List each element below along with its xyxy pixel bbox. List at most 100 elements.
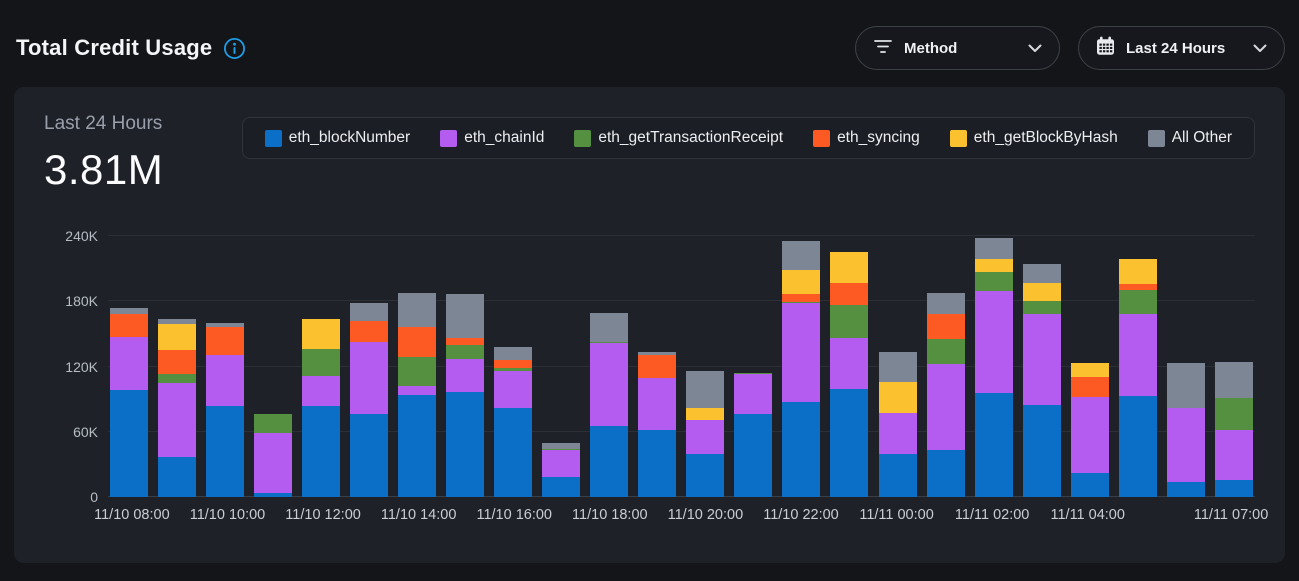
bar-segment [830,282,869,305]
bar-segment [1118,314,1157,396]
legend-label: eth_blockNumber [288,129,411,146]
bar-segment [686,370,725,408]
bar-segment [254,414,293,433]
bar-segment [398,356,437,387]
bar-segment [110,314,148,338]
bar-segment [110,390,148,497]
bar-segment [974,271,1013,292]
legend-swatch [813,129,831,147]
title-wrap: Total Credit Usage [16,35,246,61]
stacked-bar[interactable] [254,236,293,497]
stacked-bar[interactable] [686,236,725,497]
stacked-bar[interactable] [494,236,533,497]
bar-segment [1022,264,1061,283]
bar-segment [1214,429,1253,480]
stacked-bar[interactable] [206,236,245,497]
stacked-bar[interactable] [1070,236,1109,497]
bar-segment [302,318,341,350]
stacked-bar[interactable] [398,236,437,497]
header-controls: Method [855,26,1285,70]
credit-usage-card: Last 24 Hours 3.81M eth_blockNumber eth_c… [14,87,1285,563]
bar-segment [1022,282,1061,302]
bar-segment [446,391,485,497]
bar-segment [1214,398,1253,430]
legend-label: eth_getBlockByHash [973,129,1118,146]
bar-segment [1166,481,1205,497]
stacked-bar[interactable] [974,236,1013,497]
stat-total-value: 3.81M [44,146,164,193]
stacked-bar[interactable] [878,236,917,497]
bar-segment [734,414,773,497]
bar-segment [878,381,917,414]
bar-segment [158,382,197,457]
time-range-dropdown[interactable]: Last 24 Hours [1078,26,1285,70]
bar-segment [542,442,581,450]
bar-segment [206,354,245,406]
stacked-bar[interactable] [782,236,821,497]
method-filter-dropdown[interactable]: Method [855,26,1060,70]
legend-swatch [949,129,967,147]
legend-label: All Other [1171,129,1232,146]
bar-segment [1118,283,1157,291]
y-axis-label: 0 [90,489,98,505]
stacked-bar[interactable] [350,236,389,497]
stacked-bar[interactable] [590,236,629,497]
bar-segment [158,318,197,325]
x-axis-label: 11/10 14:00 [380,507,457,523]
usage-chart: 0 60K 120K 180K 240K 11/10 08:00 11/10 10:00 11… [44,228,1268,523]
stacked-bar[interactable] [926,236,965,497]
gridline [108,365,1255,367]
legend-label: eth_getTransactionReceipt [598,129,784,146]
bar-segment [1070,377,1109,397]
stacked-bar[interactable] [302,236,341,497]
bar-segment [926,314,965,340]
bar-segment [1166,407,1205,482]
stacked-bar[interactable] [158,236,197,497]
bar-segment [1214,362,1253,399]
bar-segment [494,360,533,368]
bar-segment [782,241,821,270]
stacked-bar[interactable] [1022,236,1061,497]
bar-segment [446,338,485,345]
bar-segment [926,292,965,315]
bar-segment [254,432,293,493]
legend-item-eth_getblockbyhash[interactable]: eth_getBlockByHash [949,129,1118,147]
bar-segment [1214,479,1253,497]
legend-swatch [264,129,282,147]
stacked-bar[interactable] [830,236,869,497]
x-axis-label: 11/11 02:00 [954,507,1030,523]
bar-segment [878,352,917,382]
legend-item-eth_syncing[interactable]: eth_syncing [813,129,920,147]
bar-segment [1070,396,1109,474]
legend-item-eth_blocknumber[interactable]: eth_blockNumber [264,129,411,147]
usage-stat: Last 24 Hours 3.81M [44,113,163,194]
info-icon[interactable] [223,37,246,60]
stacked-bar[interactable] [1118,236,1157,497]
bar-segment [206,323,245,328]
bar-segment [302,349,341,377]
bar-segment [686,419,725,454]
stacked-bar[interactable] [446,236,485,497]
bar-segment [206,327,245,355]
legend-item-all-other[interactable]: All Other [1147,129,1232,147]
gridline [108,430,1255,432]
stacked-bar[interactable] [1214,236,1253,497]
stacked-bar[interactable] [110,236,148,497]
bar-segment [254,492,293,497]
bar-segment [398,394,437,497]
bar-segment [446,344,485,359]
x-axis-label: 11/10 08:00 [94,507,170,523]
legend-item-eth_gettransactionreceipt[interactable]: eth_getTransactionReceipt [574,129,783,147]
legend-item-eth_chainid[interactable]: eth_chainId [440,129,544,147]
stacked-bar[interactable] [1166,236,1205,497]
bars-container [110,236,1253,497]
bar-segment [686,407,725,420]
bar-segment [878,453,917,497]
bar-segment [302,405,341,497]
stacked-bar[interactable] [638,236,677,497]
bar-segment [830,252,869,283]
stacked-bar[interactable] [542,236,581,497]
bar-segment [590,426,629,497]
x-axis-label: 11/10 22:00 [763,507,839,523]
stacked-bar[interactable] [734,236,773,497]
